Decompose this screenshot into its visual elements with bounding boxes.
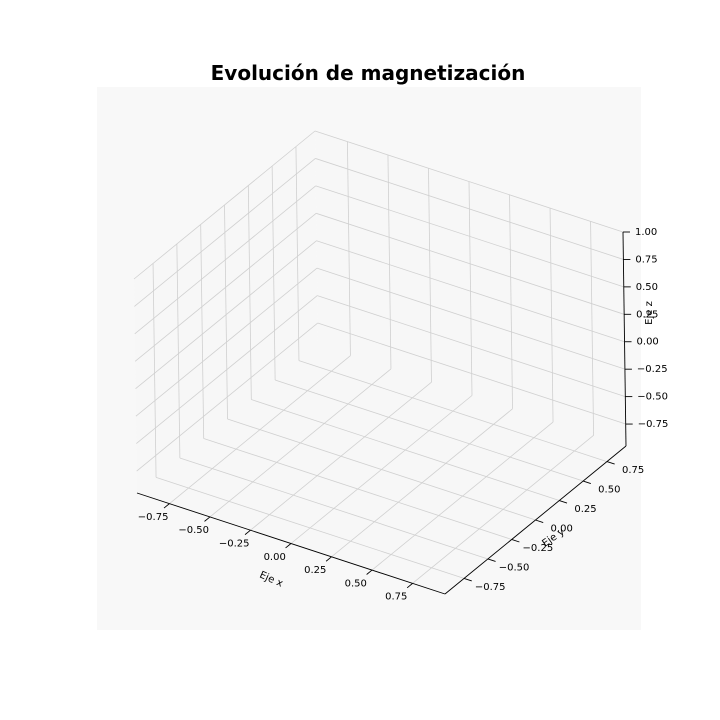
z-tick-label: 1.00 [635, 227, 657, 238]
gridlines [133, 130, 626, 584]
gridline-y-left [224, 204, 228, 420]
gridline-x-back [549, 208, 554, 423]
gridline-x-back [347, 141, 351, 356]
x-tick-label: −0.50 [178, 525, 209, 536]
gridline-y-left [295, 146, 300, 361]
tick-labels: −0.75−0.50−0.250.000.250.500.75−0.75−0.5… [138, 227, 669, 603]
gridline-x-back [428, 168, 432, 383]
gridline-y-left [176, 243, 181, 458]
y-tick-label: −0.25 [523, 543, 554, 554]
z-tick-label: 0.00 [637, 337, 659, 348]
x-tick-mark [244, 529, 251, 535]
gridline-y-floor [179, 457, 488, 560]
gridline-z-left [135, 267, 318, 417]
gridline-z-back [315, 185, 624, 288]
x-tick-label: 0.50 [345, 578, 367, 589]
z-tick-label: −0.25 [637, 364, 668, 375]
y-tick-mark [559, 500, 568, 504]
y-tick-mark [606, 461, 615, 465]
y-tick-mark [487, 558, 496, 562]
gridline-y-left [152, 263, 157, 478]
x-tick-mark [406, 583, 413, 589]
x-tick-label: −0.25 [219, 539, 250, 550]
gridline-y-floor [203, 438, 512, 540]
y-tick-label: 0.50 [598, 485, 620, 496]
y-tick-label: −0.75 [475, 582, 506, 593]
gridline-y-floor [298, 360, 608, 462]
x-tick-label: 0.00 [264, 552, 286, 563]
y-tick-mark [463, 577, 472, 582]
gridline-y-floor [275, 379, 584, 482]
gridline-y-floor [227, 418, 536, 521]
gridline-x-back [387, 154, 392, 369]
x-tick-mark [325, 556, 332, 562]
z-tick-label: −0.50 [637, 392, 668, 403]
x-tick-label: 0.25 [304, 565, 326, 576]
y-tick-label: 0.25 [574, 504, 596, 515]
z-axis-label: Eje z [644, 301, 655, 325]
gridline-y-left [271, 166, 276, 381]
gridline-z-back [314, 130, 624, 233]
x-tick-mark [204, 516, 211, 522]
gridline-z-left [134, 212, 317, 362]
z-tick-label: 0.25 [636, 309, 658, 320]
y-tick-mark [535, 519, 544, 523]
y-tick-mark [582, 480, 591, 485]
x-tick-label: 0.75 [385, 592, 407, 603]
z-tick-label: 0.75 [635, 254, 657, 265]
x-tick-mark [366, 569, 373, 575]
x-tick-mark [163, 503, 170, 509]
gridline-y-left [200, 224, 205, 439]
gridline-z-back [315, 158, 624, 260]
chart-title: Evolución de magnetización [211, 61, 526, 85]
x-tick-label: −0.75 [138, 512, 169, 523]
gridline-z-left [135, 240, 317, 390]
y-tick-label: −0.50 [499, 563, 530, 574]
y-tick-mark [511, 539, 520, 543]
gridline-z-back [316, 240, 625, 343]
gridline-x-back [590, 221, 594, 436]
gridline-x-back [509, 194, 513, 409]
z-axis-line [622, 231, 627, 447]
x-tick-mark [285, 543, 292, 549]
gridline-z-back [316, 212, 625, 315]
gridline-z-left [134, 185, 317, 335]
y-tick-label: 0.00 [551, 524, 573, 535]
gridline-z-left [136, 295, 318, 444]
z-tick-label: −0.75 [638, 419, 669, 430]
z-tick-label: 0.50 [636, 282, 658, 293]
gridline-z-left [136, 322, 318, 472]
gridline-z-back [316, 267, 626, 370]
gridline-y-left [247, 185, 252, 400]
tick-marks [163, 231, 633, 589]
gridline-z-left [134, 158, 316, 307]
gridline-y-floor [155, 477, 465, 579]
gridline-y-floor [251, 399, 560, 501]
gridline-z-back [317, 322, 626, 425]
gridline-z-left [133, 130, 316, 280]
gridline-x-back [468, 181, 473, 396]
y-tick-label: 0.75 [622, 465, 644, 476]
gridline-z-back [317, 295, 626, 397]
